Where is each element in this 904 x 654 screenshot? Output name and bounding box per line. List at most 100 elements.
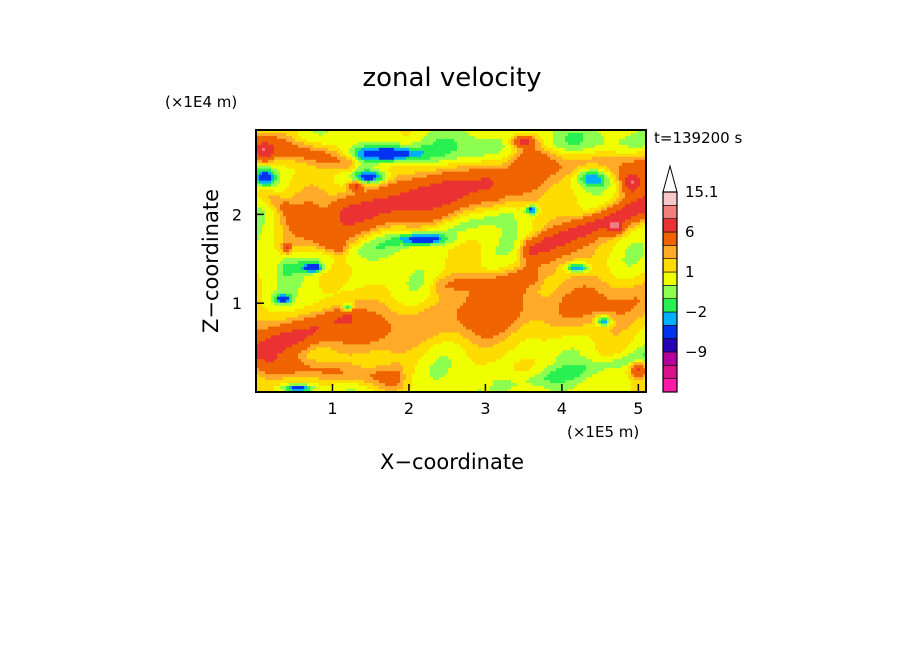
contour-cell: [562, 132, 566, 137]
contour-cell: [328, 174, 332, 179]
contour-cell: [631, 159, 635, 164]
contour-cell: [445, 135, 449, 140]
contour-cell: [337, 159, 341, 164]
contour-cell: [505, 192, 509, 197]
contour-cell: [622, 186, 626, 191]
contour-cell: [346, 130, 350, 134]
contour-cell: [619, 183, 623, 188]
contour-cell: [508, 150, 512, 155]
contour-cell: [430, 168, 434, 173]
contour-cell: [559, 177, 563, 182]
contour-cell: [313, 189, 317, 194]
contour-cell: [490, 162, 494, 167]
contour-cell: [484, 147, 488, 152]
contour-cell: [397, 135, 401, 140]
contour-cell: [388, 141, 392, 146]
contour-cell: [547, 150, 551, 155]
contour-cell: [592, 156, 596, 161]
contour-cell: [283, 174, 287, 179]
contour-cell: [307, 168, 311, 173]
contour-cell: [466, 153, 470, 158]
contour-cell: [493, 186, 497, 191]
contour-cell: [418, 180, 422, 185]
contour-cell: [448, 192, 452, 197]
contour-cell: [541, 168, 545, 173]
contour-cell: [265, 147, 269, 152]
contour-cell: [478, 138, 482, 143]
contour-cell: [493, 153, 497, 158]
contour-cell: [487, 135, 491, 140]
contour-cell: [331, 174, 335, 179]
contour-cell: [376, 150, 380, 155]
contour-cell: [631, 132, 635, 137]
contour-cell: [589, 165, 593, 170]
contour-cell: [484, 180, 488, 185]
contour-cell: [256, 162, 260, 167]
contour-cell: [463, 177, 467, 182]
contour-cell: [517, 130, 521, 134]
contour-cell: [550, 192, 554, 197]
contour-cell: [292, 195, 296, 200]
contour-cell: [283, 132, 287, 137]
contour-cell: [583, 186, 587, 191]
contour-cell: [640, 147, 644, 152]
contour-cell: [568, 144, 572, 149]
contour-cell: [292, 183, 296, 188]
contour-cell: [508, 153, 512, 158]
contour-cell: [382, 147, 386, 152]
contour-cell: [436, 150, 440, 155]
contour-cell: [343, 177, 347, 182]
contour-cell: [499, 135, 503, 140]
contour-cell: [640, 130, 644, 134]
contour-cell: [328, 195, 332, 200]
contour-cell: [415, 162, 419, 167]
contour-cell: [568, 138, 572, 143]
contour-cell: [562, 189, 566, 194]
contour-cell: [316, 132, 320, 137]
contour-cell: [559, 180, 563, 185]
contour-cell: [469, 144, 473, 149]
contour-cell: [556, 138, 560, 143]
contour-cell: [529, 168, 533, 173]
contour-cell: [604, 150, 608, 155]
contour-cell: [523, 144, 527, 149]
contour-cell: [631, 130, 635, 134]
contour-cell: [400, 195, 404, 200]
contour-cell: [316, 165, 320, 170]
contour-cell: [598, 162, 602, 167]
contour-cell: [343, 153, 347, 158]
contour-cell: [295, 135, 299, 140]
contour-cell: [583, 183, 587, 188]
contour-cell: [481, 171, 485, 176]
contour-cell: [478, 174, 482, 179]
contour-cell: [412, 135, 416, 140]
contour-cell: [292, 165, 296, 170]
contour-cell: [631, 138, 635, 143]
contour-cell: [520, 144, 524, 149]
contour-cell: [619, 171, 623, 176]
contour-cell: [604, 192, 608, 197]
contour-cell: [511, 138, 515, 143]
contour-cell: [400, 159, 404, 164]
contour-cell: [418, 153, 422, 158]
contour-cell: [559, 135, 563, 140]
contour-cell: [499, 156, 503, 161]
contour-cell: [280, 180, 284, 185]
contour-cell: [631, 162, 635, 167]
contour-cell: [262, 183, 266, 188]
contour-cell: [556, 135, 560, 140]
contour-cell: [565, 171, 569, 176]
contour-cell: [625, 189, 629, 194]
contour-cell: [379, 153, 383, 158]
contour-cell: [436, 156, 440, 161]
contour-cell: [547, 168, 551, 173]
contour-cell: [628, 174, 632, 179]
contour-cell: [256, 186, 260, 191]
contour-cell: [601, 144, 605, 149]
contour-cell: [331, 189, 335, 194]
contour-cell: [349, 195, 353, 200]
contour-cell: [370, 162, 374, 167]
contour-cell: [301, 186, 305, 191]
contour-cell: [625, 171, 629, 176]
contour-cell: [511, 153, 515, 158]
